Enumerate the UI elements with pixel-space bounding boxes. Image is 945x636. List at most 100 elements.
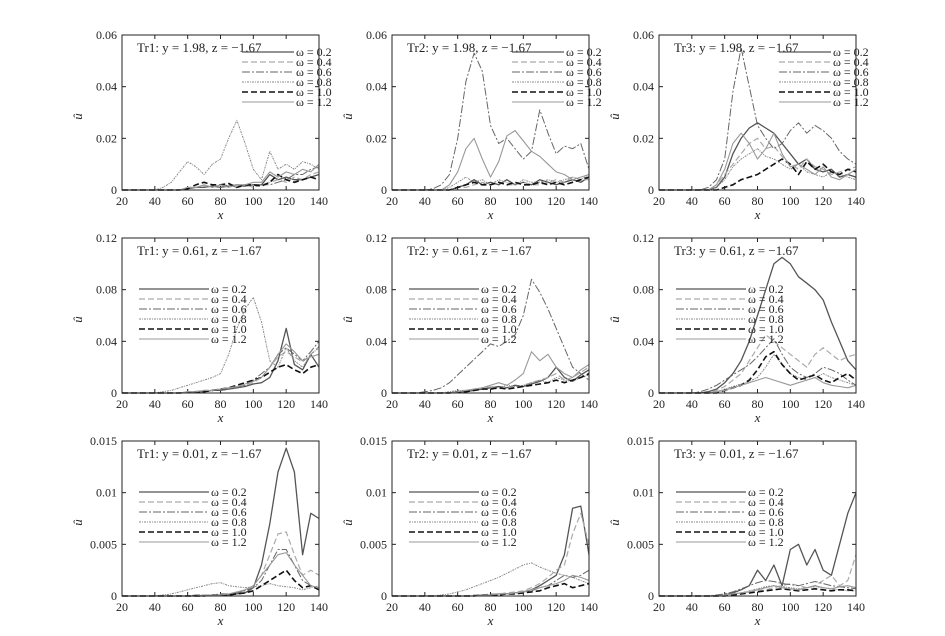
- x-axis-label: x: [754, 207, 761, 222]
- x-tick-label: 120: [277, 397, 295, 411]
- x-tick-label: 20: [116, 194, 128, 208]
- y-axis-label: û: [70, 113, 85, 120]
- legend-label-6: ω = 1.2: [211, 535, 247, 549]
- plot-frame: [658, 34, 857, 191]
- x-tick-label: 140: [310, 600, 328, 614]
- legend-label-2: ω = 0.4: [748, 495, 784, 509]
- x-tick-label: 80: [752, 194, 764, 208]
- series-line-6: [122, 343, 320, 394]
- x-tick-label: 60: [719, 600, 731, 614]
- y-tick-label: 0.005: [627, 537, 654, 551]
- chart-panel-3: 20 40 60 80 100 120 140 0 0.02 0.04 0.06 Tr3: y = 1…: [607, 28, 869, 222]
- legend-label-1: ω = 0.2: [566, 45, 602, 59]
- legend-label-3: ω = 0.6: [748, 505, 784, 519]
- legend-label-1: ω = 0.2: [748, 282, 784, 296]
- y-tick-label: 0.06: [633, 28, 654, 42]
- y-tick-label: 0: [111, 183, 117, 197]
- x-tick-label: 40: [686, 194, 698, 208]
- x-tick-label: 60: [182, 600, 194, 614]
- legend-label-4: ω = 0.8: [566, 75, 602, 89]
- y-tick-label: 0: [111, 589, 117, 603]
- y-tick-label: 0.06: [96, 28, 117, 42]
- x-tick-label: 100: [781, 397, 799, 411]
- y-tick-label: 0.015: [90, 434, 117, 448]
- series-line-3: [392, 278, 590, 394]
- legend-label-6: ω = 1.2: [296, 95, 332, 109]
- x-tick-label: 120: [547, 194, 565, 208]
- legend: ω = 0.2ω = 0.4ω = 0.6ω = 0.8ω = 1.0ω = 1…: [139, 282, 247, 346]
- series-line-1: [659, 122, 857, 191]
- legend-label-5: ω = 1.0: [748, 322, 784, 336]
- legend-label-5: ω = 1.0: [211, 322, 247, 336]
- y-tick-label: 0.02: [96, 131, 117, 145]
- x-tick-label: 20: [116, 397, 128, 411]
- x-tick-label: 80: [752, 600, 764, 614]
- chart-title: Tr3: y = 1.98, z = −1.67: [674, 40, 799, 55]
- y-tick-label: 0.015: [627, 434, 654, 448]
- chart-title: Tr2: y = 0.01, z = −1.67: [407, 446, 532, 461]
- legend-label-2: ω = 0.4: [748, 292, 784, 306]
- y-tick-label: 0.01: [366, 486, 387, 500]
- x-tick-label: 20: [116, 600, 128, 614]
- x-tick-label: 120: [814, 194, 832, 208]
- legend: ω = 0.2ω = 0.4ω = 0.6ω = 0.8ω = 1.0ω = 1…: [409, 485, 517, 549]
- x-axis-label: x: [217, 410, 224, 425]
- y-tick-label: 0.12: [633, 231, 654, 245]
- legend-label-5: ω = 1.0: [481, 525, 517, 539]
- x-tick-label: 140: [847, 397, 865, 411]
- x-tick-label: 140: [580, 600, 598, 614]
- y-axis-label: û: [340, 316, 355, 323]
- x-axis-label: x: [487, 207, 494, 222]
- legend: ω = 0.2ω = 0.4ω = 0.6ω = 0.8ω = 1.0ω = 1…: [242, 45, 332, 109]
- x-tick-label: 40: [419, 600, 431, 614]
- x-tick-label: 100: [781, 194, 799, 208]
- x-axis-label: x: [217, 207, 224, 222]
- x-tick-label: 80: [215, 194, 227, 208]
- x-tick-label: 20: [386, 194, 398, 208]
- legend-label-5: ω = 1.0: [481, 322, 517, 336]
- plot-frame: [658, 237, 857, 394]
- y-tick-label: 0.12: [96, 231, 117, 245]
- x-tick-label: 140: [847, 600, 865, 614]
- x-tick-label: 80: [485, 397, 497, 411]
- legend-label-3: ω = 0.6: [566, 65, 602, 79]
- series-line-4: [392, 562, 590, 597]
- x-tick-label: 40: [419, 397, 431, 411]
- chart-panel-9: 20 40 60 80 100 120 140 0 0.005 0.01 0.015 Tr3: y =…: [607, 434, 865, 628]
- series-line-4: [659, 148, 857, 191]
- x-tick-label: 40: [149, 397, 161, 411]
- chart-title: Tr2: y = 1.98, z = −1.67: [407, 40, 532, 55]
- y-tick-label: 0.08: [366, 283, 387, 297]
- y-tick-label: 0.01: [633, 486, 654, 500]
- y-tick-label: 0: [648, 386, 654, 400]
- legend-label-2: ω = 0.4: [211, 292, 247, 306]
- series-line-6: [659, 132, 857, 191]
- x-axis-label: x: [487, 410, 494, 425]
- legend-label-6: ω = 1.2: [211, 332, 247, 346]
- chart-panel-2: 20 40 60 80 100 120 140 0 0.02 0.04 0.06 Tr2: y = 1…: [340, 28, 602, 222]
- y-axis-label: û: [607, 519, 622, 526]
- plot-frame: [391, 237, 590, 394]
- y-tick-label: 0.01: [96, 486, 117, 500]
- x-tick-label: 40: [419, 194, 431, 208]
- chart-title: Tr1: y = 0.61, z = −1.67: [137, 243, 262, 258]
- legend-label-1: ω = 0.2: [833, 45, 869, 59]
- series-line-5: [659, 350, 857, 394]
- legend-label-4: ω = 0.8: [211, 312, 247, 326]
- x-axis-label: x: [487, 613, 494, 628]
- legend-label-2: ω = 0.4: [481, 495, 517, 509]
- legend-label-4: ω = 0.8: [211, 515, 247, 529]
- series-line-3: [122, 549, 320, 597]
- x-tick-label: 20: [386, 397, 398, 411]
- legend-label-6: ω = 1.2: [833, 95, 869, 109]
- series-line-3: [392, 52, 590, 191]
- x-tick-label: 20: [653, 397, 665, 411]
- series-line-4: [392, 374, 590, 394]
- x-tick-label: 100: [244, 600, 262, 614]
- x-tick-label: 100: [244, 397, 262, 411]
- chart-panel-6: 20 40 60 80 100 120 140 0 0.04 0.08 0.12 Tr3: y = 0…: [607, 231, 865, 425]
- plot-frame: [391, 440, 590, 597]
- x-tick-label: 80: [215, 397, 227, 411]
- legend-label-4: ω = 0.8: [833, 75, 869, 89]
